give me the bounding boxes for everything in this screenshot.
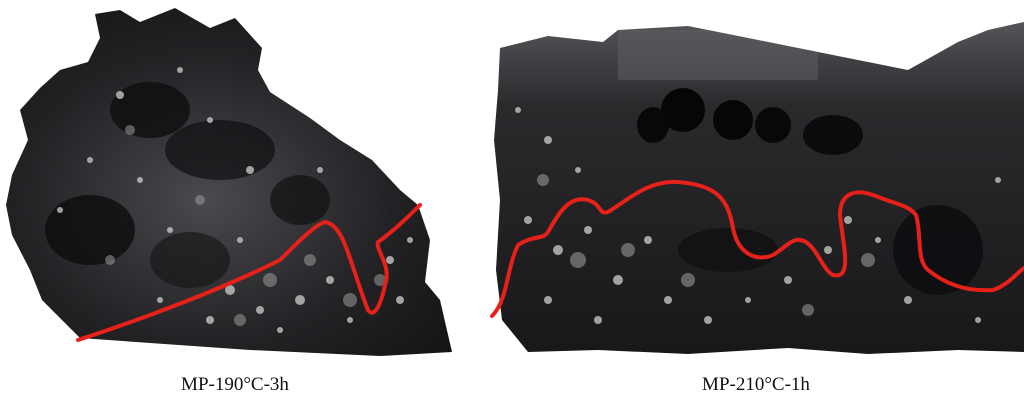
sample-silhouette-right	[494, 22, 1024, 354]
sample-panel-right: MP-210°C-1h	[488, 0, 1024, 400]
sample-panel-left: MP-190°C-3h	[0, 0, 470, 400]
interface-boundary-left	[76, 203, 422, 342]
fracture-image-right	[490, 22, 1024, 354]
caption-right: MP-210°C-1h	[702, 374, 810, 395]
surface-texture-right	[515, 30, 1001, 324]
fracture-image-left	[6, 8, 452, 356]
interface-boundary-right	[490, 179, 1024, 318]
caption-left: MP-190°C-3h	[181, 374, 289, 395]
surface-texture-left	[45, 67, 413, 333]
sample-silhouette-left	[6, 8, 452, 356]
